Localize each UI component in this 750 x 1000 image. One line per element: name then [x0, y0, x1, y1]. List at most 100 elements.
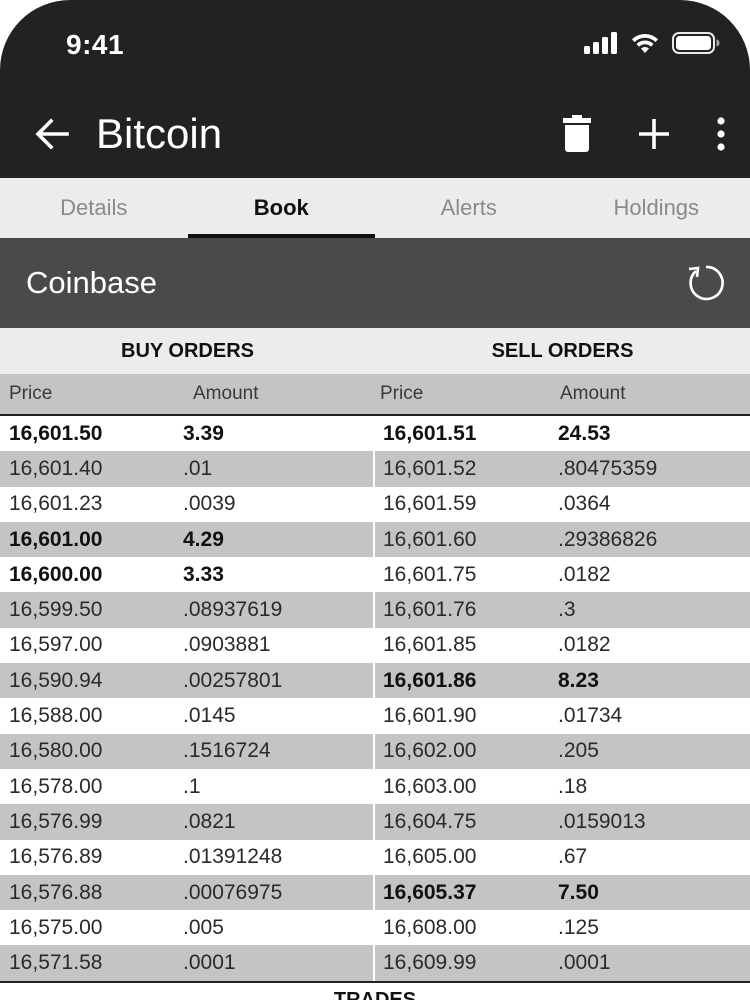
sell-order-price: 16,601.51: [383, 421, 477, 445]
plus-icon[interactable]: [638, 118, 670, 150]
sell-amount-header: Amount: [560, 383, 626, 404]
buy-order-price: 16,601.23: [9, 492, 103, 516]
buy-order-price: 16,600.00: [9, 562, 103, 586]
buy-order-amount: 3.33: [183, 562, 224, 586]
sell-order-price: 16,604.75: [383, 809, 477, 833]
sell-order-row[interactable]: 16,601.86 8.23: [375, 663, 750, 699]
buy-price-header: Price: [9, 383, 53, 404]
buy-orders-title: BUY ORDERS: [121, 339, 254, 362]
buy-order-row[interactable]: 16,576.99 .0821: [0, 804, 373, 840]
buy-order-row[interactable]: 16,597.00 .0903881: [0, 627, 373, 664]
buy-order-price: 16,601.40: [9, 456, 103, 480]
buy-order-row[interactable]: 16,578.00 .1: [0, 768, 373, 805]
sell-order-row[interactable]: 16,601.60 .29386826: [375, 521, 750, 558]
sell-order-amount: 8.23: [558, 668, 599, 692]
sell-order-amount: .80475359: [558, 456, 658, 480]
tab-book[interactable]: Book: [187, 178, 376, 238]
trades-header: TRADES: [0, 980, 750, 1000]
sell-order-row[interactable]: 16,604.75 .0159013: [375, 804, 750, 840]
buy-order-price: 16,597.00: [9, 633, 103, 657]
sell-order-price: 16,602.00: [383, 739, 477, 763]
sell-order-row[interactable]: 16,608.00 .125: [375, 910, 750, 946]
arrow-left-icon[interactable]: [34, 116, 70, 152]
sell-order-row[interactable]: 16,602.00 .205: [375, 733, 750, 769]
sell-order-price: 16,603.00: [383, 774, 477, 798]
buy-order-amount: .005: [183, 915, 224, 939]
buy-order-row[interactable]: 16,601.00 4.29: [0, 521, 373, 558]
sell-order-amount: .67: [558, 845, 588, 869]
sell-order-price: 16,601.59: [383, 492, 477, 516]
sell-order-amount: .205: [558, 739, 599, 763]
buy-order-amount: .1: [183, 774, 201, 798]
buy-order-price: 16,575.00: [9, 915, 103, 939]
sell-order-row[interactable]: 16,601.59 .0364: [375, 486, 750, 522]
buy-order-amount: .0821: [183, 809, 236, 833]
trash-icon[interactable]: [562, 115, 592, 153]
sell-order-price: 16,601.76: [383, 598, 477, 622]
buy-amount-header: Amount: [193, 383, 259, 404]
buy-order-row[interactable]: 16,601.23 .0039: [0, 486, 373, 522]
buy-order-amount: .0001: [183, 951, 236, 975]
signal-icon: [584, 31, 618, 59]
sell-order-price: 16,609.99: [383, 951, 477, 975]
page-title: Bitcoin: [96, 110, 223, 157]
tab-alerts[interactable]: Alerts: [440, 195, 497, 220]
buy-order-price: 16,576.88: [9, 880, 103, 904]
buy-order-amount: .0039: [183, 492, 236, 516]
sell-order-row[interactable]: 16,601.52 .80475359: [375, 451, 750, 487]
buy-order-row[interactable]: 16,576.89 .01391248: [0, 839, 373, 875]
tab-holdings[interactable]: Holdings: [613, 195, 700, 220]
sell-order-row[interactable]: 16,601.76 .3: [375, 592, 750, 628]
exchange-header: Coinbase: [0, 238, 750, 328]
order-book: 16,601.50 3.39 16,601.40.01 16,601.23.0039 1…: [0, 416, 750, 981]
sell-order-row[interactable]: 16,601.85 .0182: [375, 627, 750, 664]
buy-order-amount: .00257801: [183, 668, 283, 692]
sell-order-amount: .0182: [558, 633, 611, 657]
battery-icon: [672, 31, 720, 59]
buy-order-amount: .1516724: [183, 739, 271, 763]
sell-order-price: 16,601.52: [383, 456, 477, 480]
sell-order-row[interactable]: 16,609.99 .0001: [375, 945, 750, 981]
buy-order-row[interactable]: 16,599.50 .08937619: [0, 592, 373, 628]
exchange-name[interactable]: Coinbase: [26, 265, 157, 300]
app-bar: Bitcoin: [0, 90, 750, 178]
buy-order-price: 16,576.99: [9, 809, 103, 833]
sell-order-row[interactable]: 16,605.00 .67: [375, 839, 750, 875]
sell-order-amount: .01734: [558, 704, 623, 728]
sell-order-row[interactable]: 16,601.75 .0182: [375, 557, 750, 593]
sell-order-amount: .29386826: [558, 527, 658, 551]
buy-order-row[interactable]: 16,580.00 .1516724: [0, 733, 373, 769]
buy-order-price: 16,571.58: [9, 951, 103, 975]
buy-order-row[interactable]: 16,590.94 .00257801: [0, 663, 373, 699]
buy-order-amount: .08937619: [183, 598, 283, 622]
buy-order-row[interactable]: 16,575.00 .005: [0, 910, 373, 946]
buy-order-price: 16,578.00: [9, 774, 103, 798]
buy-order-row[interactable]: 16,600.00 3.33: [0, 557, 373, 593]
buy-order-row[interactable]: 16,588.00 .0145: [0, 698, 373, 734]
wifi-icon: [630, 32, 660, 59]
tab-details[interactable]: Details: [60, 195, 128, 220]
sell-order-amount: .0364: [558, 492, 611, 516]
refresh-icon[interactable]: [686, 263, 726, 303]
buy-order-row[interactable]: 16,576.88 .00076975: [0, 874, 373, 911]
sell-order-price: 16,605.00: [383, 845, 477, 869]
app-bar-actions: [562, 115, 726, 153]
buy-order-row[interactable]: 16,601.40 .01: [0, 451, 373, 487]
sell-order-row[interactable]: 16,601.51 24.53: [375, 416, 750, 452]
buy-order-row[interactable]: 16,571.58 .0001: [0, 945, 373, 981]
sell-order-price: 16,601.75: [383, 562, 477, 586]
sell-order-amount: 24.53: [558, 421, 611, 445]
more-vert-icon[interactable]: [716, 117, 726, 151]
buy-order-price: 16,588.00: [9, 704, 103, 728]
sell-order-row[interactable]: 16,603.00 .18: [375, 768, 750, 805]
buy-order-price: 16,580.00: [9, 739, 103, 763]
sell-order-price: 16,601.90: [383, 704, 477, 728]
buy-order-row[interactable]: 16,601.50 3.39: [0, 416, 373, 452]
sell-order-amount: 7.50: [558, 880, 599, 904]
sell-price-header: Price: [380, 383, 424, 404]
buy-order-price: 16,601.50: [9, 421, 103, 445]
sell-order-row[interactable]: 16,601.90 .01734: [375, 698, 750, 734]
sell-order-row[interactable]: 16,605.37 7.50: [375, 874, 750, 911]
sell-order-price: 16,608.00: [383, 915, 477, 939]
